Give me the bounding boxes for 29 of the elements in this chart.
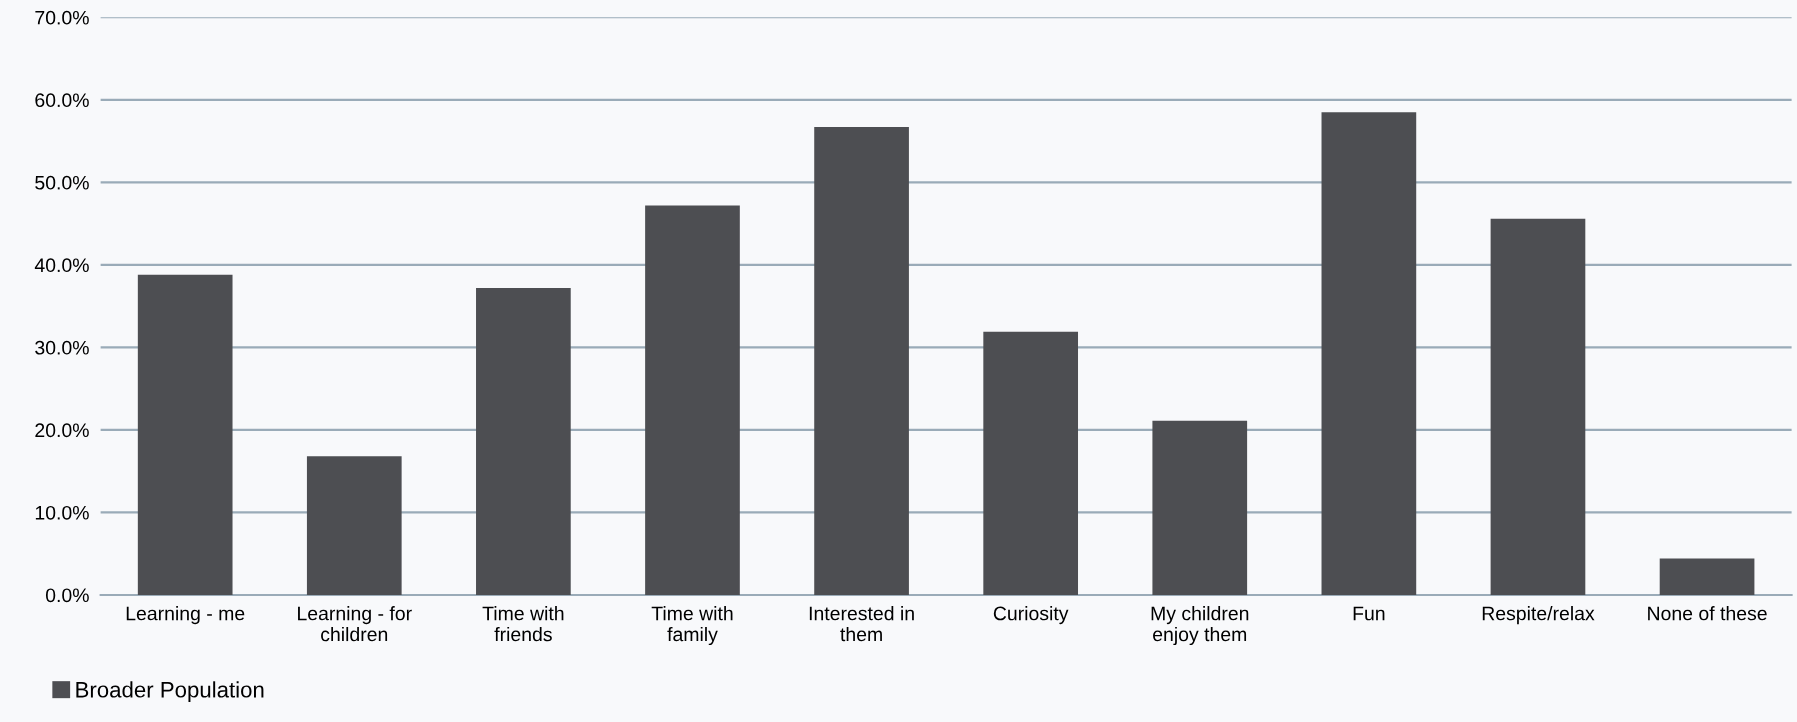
y-tick-label: 70.0%: [35, 10, 89, 25]
bar: [1490, 218, 1586, 595]
x-tick-label: Time with friends: [482, 606, 564, 642]
x-tick-label: Interested in them: [809, 606, 914, 642]
y-tick-label: 30.0%: [35, 340, 89, 355]
legend-label: Broader Population: [76, 681, 264, 702]
x-tick-label: Learning - me: [126, 606, 245, 625]
y-tick-label: 40.0%: [34, 258, 89, 273]
y-tick-label: 0.0%: [45, 588, 89, 603]
x-tick-label: Fun: [1353, 606, 1385, 621]
bar: [137, 274, 233, 595]
bar: [1659, 558, 1755, 595]
x-tick-label: My children enjoy them: [1151, 606, 1249, 646]
y-tick-label: 50.0%: [35, 175, 89, 190]
bar: [983, 331, 1079, 595]
x-tick-label: Learning - for children: [298, 606, 412, 642]
y-tick-label: 20.0%: [35, 423, 89, 438]
bar: [645, 205, 740, 595]
bar: [1152, 420, 1248, 595]
bar: [814, 127, 909, 595]
x-tick-label: Time with family: [651, 606, 733, 646]
y-tick-label: 10.0%: [35, 505, 89, 520]
bar: [476, 287, 571, 595]
x-tick-label: Respite/relax: [1482, 606, 1595, 625]
x-tick-label: Curiosity: [993, 606, 1069, 625]
bar: [1321, 112, 1417, 595]
x-tick-label: None of these: [1648, 606, 1767, 621]
bar: [306, 456, 402, 595]
y-tick-label: 60.0%: [35, 93, 89, 108]
